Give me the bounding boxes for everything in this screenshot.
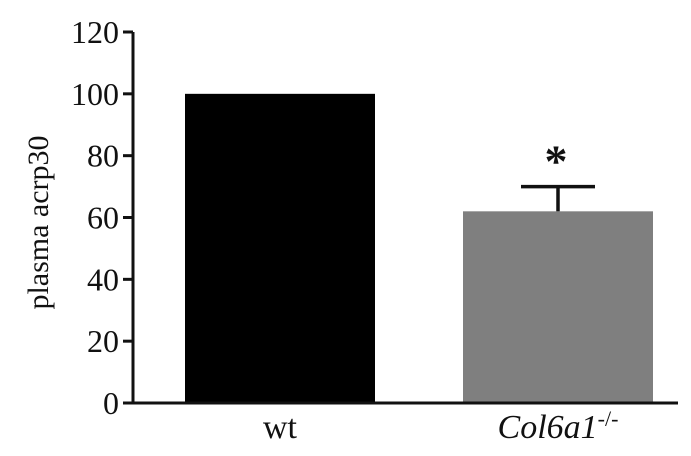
x-tick-label: Col6a1-/- xyxy=(498,406,619,447)
y-tick-label: 20 xyxy=(87,323,119,359)
significance-star: * xyxy=(545,136,568,187)
y-tick-label: 40 xyxy=(87,261,119,297)
x-tick-label: wt xyxy=(263,409,298,446)
bar-col6a1 xyxy=(463,211,653,403)
y-tick-label: 60 xyxy=(87,200,119,236)
y-tick-label: 0 xyxy=(103,385,119,421)
y-tick-label: 80 xyxy=(87,138,119,174)
y-tick-label: 120 xyxy=(71,14,119,50)
bars: * xyxy=(185,93,653,403)
x-axis: wt Col6a1-/- xyxy=(133,401,678,447)
y-tick-label: 100 xyxy=(71,76,119,112)
bar-wt xyxy=(185,93,375,403)
y-axis-title: plasma acrp30 xyxy=(22,135,55,309)
y-axis: 0 20 40 60 80 100 120 xyxy=(71,14,135,421)
